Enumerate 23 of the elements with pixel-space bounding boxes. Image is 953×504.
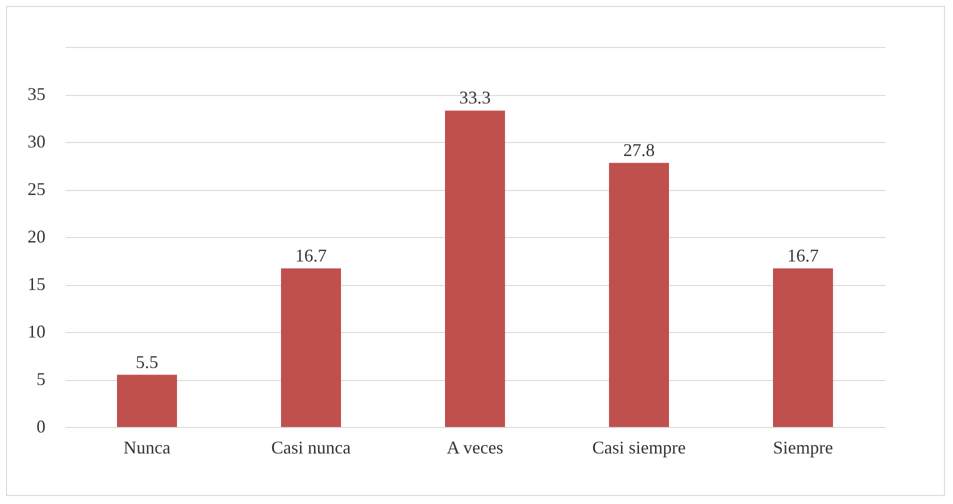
y-tick-label: 35 (28, 84, 46, 104)
x-tick-label: Casi nunca (271, 438, 351, 458)
y-tick-label: 0 (36, 416, 46, 436)
data-label: 33.3 (459, 88, 491, 108)
x-tick-label: Casi siempre (592, 438, 686, 458)
y-tick-label: 30 (28, 132, 46, 152)
bar (117, 374, 177, 427)
data-label: 16.7 (295, 245, 327, 266)
y-tick-label: 15 (28, 274, 46, 294)
y-tick-label: 10 (28, 322, 46, 342)
bar (609, 162, 669, 427)
bar (773, 268, 833, 427)
data-label: 27.8 (623, 140, 655, 160)
y-tick-label: 5 (36, 369, 46, 389)
bar (445, 110, 505, 427)
y-tick-label: 25 (28, 179, 46, 199)
x-tick-label: Nunca (124, 438, 170, 458)
x-tick-label: A veces (446, 438, 504, 458)
data-label: 5.5 (136, 352, 158, 372)
bar (281, 268, 341, 427)
data-label: 16.7 (787, 245, 819, 266)
y-tick-label: 20 (28, 226, 46, 246)
x-tick-label: Siempre (773, 438, 833, 458)
